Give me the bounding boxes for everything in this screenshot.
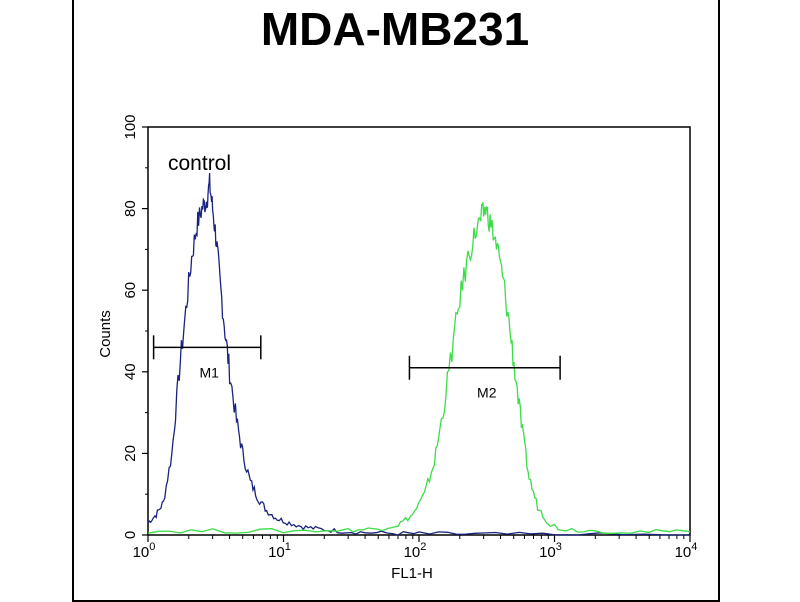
chart-title: MDA-MB231	[260, 3, 530, 55]
x-tick-label: 104	[675, 541, 698, 561]
x-tick-label: 101	[268, 541, 291, 561]
y-tick-label: 0	[122, 531, 139, 539]
control-annotation: control	[168, 152, 231, 175]
x-axis-label: FL1-H	[391, 565, 433, 582]
y-tick-label: 20	[122, 445, 139, 462]
y-axis-label: Counts	[97, 310, 114, 358]
series-line-2	[147, 201, 691, 534]
series-line-1	[147, 172, 690, 536]
marker-label: M1	[199, 364, 219, 380]
y-tick-label: 80	[122, 200, 139, 217]
marker-label: M2	[477, 385, 497, 401]
x-tick-label: 103	[539, 541, 562, 561]
y-tick-label: 60	[122, 282, 139, 299]
x-tick-label: 102	[404, 541, 427, 561]
y-tick-label: 100	[122, 114, 139, 139]
y-tick-label: 40	[122, 363, 139, 380]
plot-area	[147, 126, 691, 536]
x-tick-label: 100	[133, 541, 156, 561]
